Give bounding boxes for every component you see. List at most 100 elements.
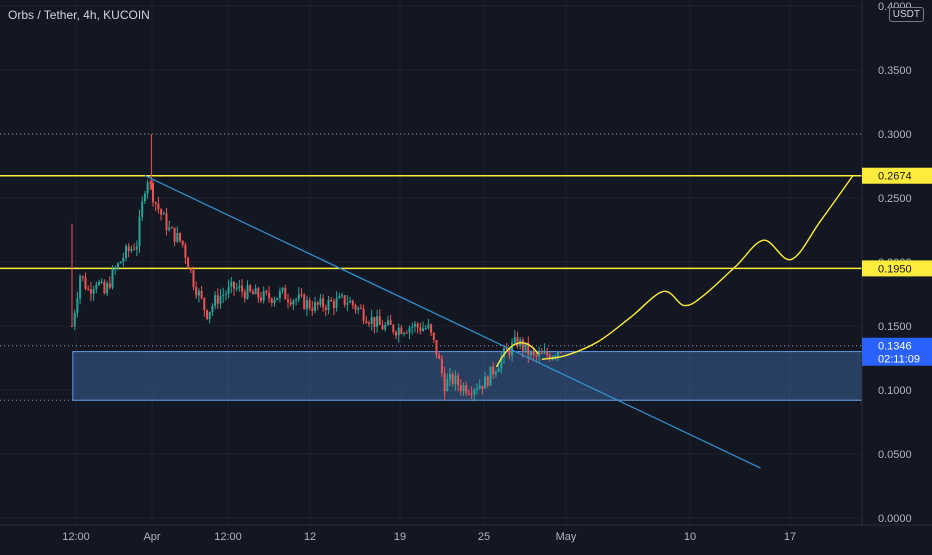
candle-body — [511, 342, 514, 356]
candle-body — [84, 277, 87, 290]
candle-body — [543, 351, 546, 354]
candle-body — [135, 246, 138, 250]
candle-body — [138, 216, 141, 247]
candle-body — [357, 307, 360, 310]
candle-body — [343, 295, 346, 305]
candle-body — [305, 300, 308, 309]
price-tick-label: 0.3500 — [878, 65, 912, 77]
candle-body — [254, 288, 257, 295]
candle-body — [192, 270, 195, 288]
candle-body — [521, 339, 524, 351]
candle-body — [449, 373, 451, 380]
candle-body — [265, 290, 268, 293]
candle-body — [316, 302, 319, 305]
candle-body — [165, 213, 168, 230]
candle-body — [327, 299, 330, 311]
candle-body — [397, 327, 400, 336]
time-tick-label: 19 — [394, 531, 406, 543]
candle-body — [249, 285, 252, 292]
candle-body — [476, 388, 478, 390]
candle-body — [435, 339, 438, 355]
candle-body — [292, 300, 295, 305]
candle-body — [486, 376, 489, 386]
level-label: 0.1950 — [878, 263, 912, 275]
candle-body — [478, 385, 481, 389]
candle-body — [227, 286, 230, 295]
time-tick-label: 12:00 — [62, 531, 90, 543]
candle-body — [454, 375, 457, 384]
candle-body — [276, 297, 279, 300]
candles-layer — [71, 134, 562, 402]
candle-body — [400, 327, 403, 335]
candle-body — [346, 302, 349, 305]
candle-body — [368, 322, 370, 324]
time-tick-label: 12:00 — [214, 531, 242, 543]
candle-body — [378, 316, 381, 325]
price-tick-label: 0.0000 — [878, 513, 912, 525]
candle-body — [432, 332, 435, 340]
last-price-bg — [862, 337, 932, 366]
horizontal-levels-layer — [0, 133, 862, 401]
price-tick-label: 0.3000 — [878, 129, 912, 141]
price-tick-label: 0.2500 — [878, 193, 912, 205]
candle-body — [419, 327, 422, 332]
candle-body — [395, 332, 397, 336]
countdown-label: 02:11:09 — [878, 354, 920, 366]
candle-body — [365, 320, 368, 323]
candle-body — [122, 257, 125, 262]
candle-body — [557, 351, 559, 357]
symbol-title: Orbs / Tether, 4h, KUCOIN — [8, 8, 150, 22]
candle-body — [181, 240, 184, 245]
candle-body — [152, 182, 154, 203]
candle-body — [262, 290, 265, 301]
candle-body — [311, 308, 314, 311]
price-tick-label: 0.0500 — [878, 449, 912, 461]
candle-body — [260, 297, 262, 301]
candle-body — [111, 268, 114, 288]
candle-body — [106, 283, 109, 294]
support-zone-layer — [72, 351, 863, 401]
candle-body — [540, 352, 543, 354]
candle-body — [211, 306, 214, 312]
candle-body — [281, 287, 284, 291]
candle-body — [494, 371, 497, 375]
candle-body — [497, 368, 500, 372]
support-zone-rect — [72, 351, 863, 401]
candle-body — [141, 201, 144, 217]
candle-body — [162, 213, 165, 215]
projection-arc — [495, 342, 540, 368]
level-label-bg — [862, 167, 932, 184]
candle-body — [216, 295, 219, 304]
last-price-label: 0.1346 — [878, 341, 912, 353]
candle-body — [95, 284, 98, 290]
candle-body — [289, 301, 292, 305]
candle-body — [268, 292, 271, 299]
candle-body — [416, 323, 419, 328]
candle-body — [446, 379, 449, 392]
candle-body — [230, 281, 233, 287]
time-axis[interactable]: 12:00 Apr 12:00 12 19 25 May 10 17 — [0, 524, 932, 550]
candle-body — [465, 385, 468, 394]
price-tick-label: 0.1000 — [878, 385, 912, 397]
candle-body — [308, 300, 311, 309]
candle-body — [300, 294, 303, 296]
candle-body — [71, 326, 73, 327]
candle-body — [484, 376, 487, 389]
candle-body — [208, 311, 211, 319]
currency-badge[interactable]: USDT — [888, 7, 924, 22]
candle-body — [98, 281, 100, 285]
candle-body — [324, 307, 327, 311]
candle-body — [116, 263, 119, 269]
price-axis[interactable]: 0.00000.05000.10000.15000.20000.25000.30… — [861, 0, 932, 550]
candle-body — [392, 324, 395, 333]
candle-body — [408, 327, 411, 333]
candle-body — [200, 290, 203, 298]
candle-body — [246, 285, 249, 299]
candle-body — [462, 385, 465, 392]
candle-body — [119, 261, 122, 264]
candle-body — [524, 342, 527, 351]
candle-body — [146, 182, 149, 194]
candle-body — [338, 296, 341, 299]
